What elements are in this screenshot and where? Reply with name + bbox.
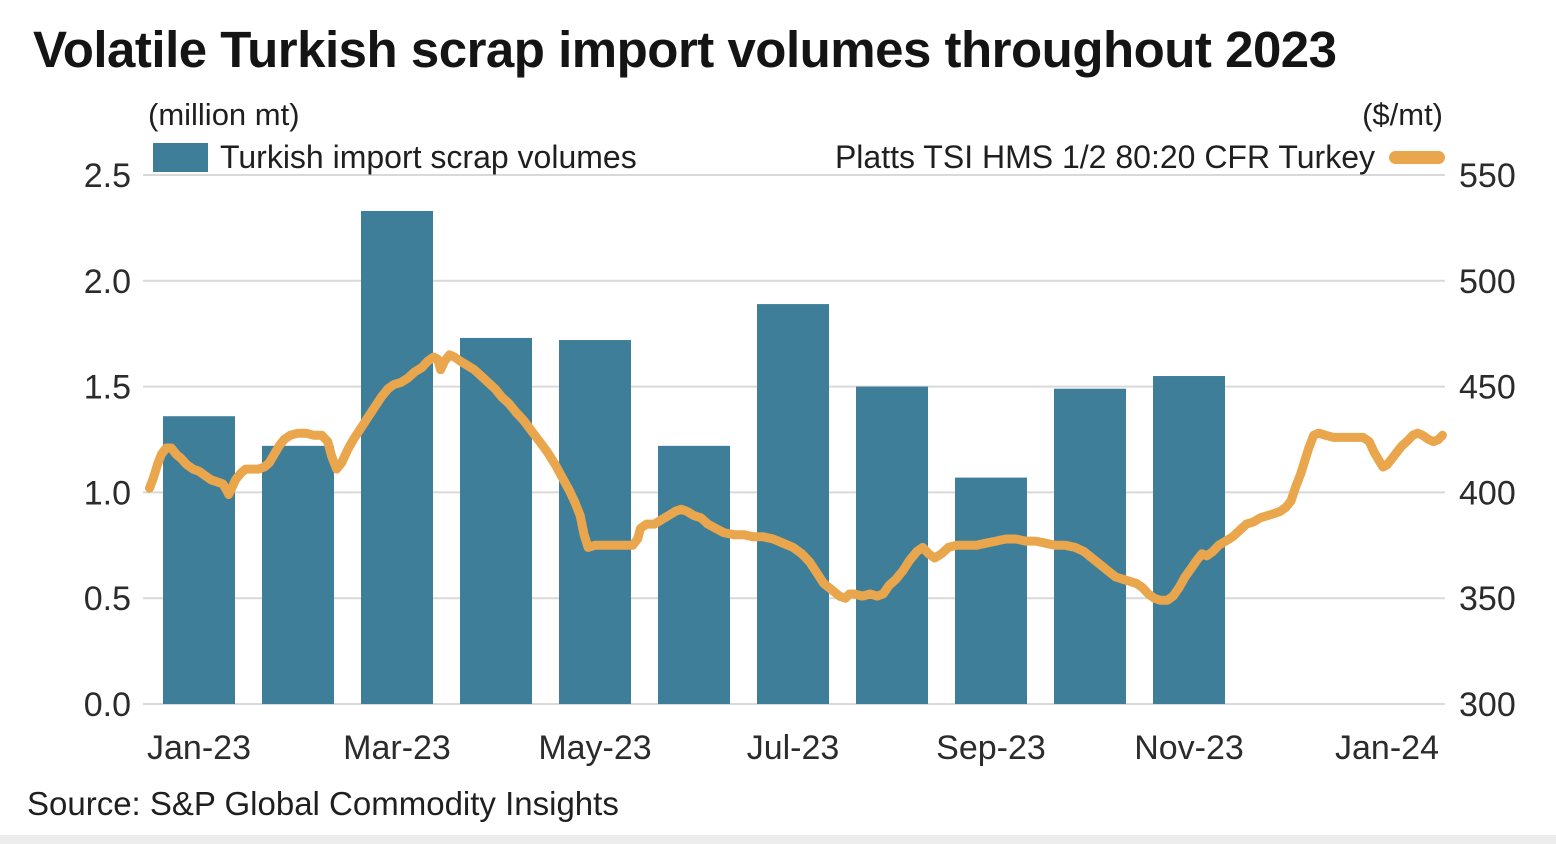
bar-series-label: Turkish import scrap volumes bbox=[220, 138, 637, 175]
y-left-tick-0.0: 0.0 bbox=[84, 686, 131, 724]
y-right-tick-300: 300 bbox=[1459, 686, 1516, 724]
x-tick-jul-23: Jul-23 bbox=[747, 729, 840, 767]
bar-apr-23 bbox=[460, 337, 532, 704]
bar-jun-23 bbox=[658, 445, 730, 704]
x-tick-jan-23: Jan-23 bbox=[147, 729, 251, 767]
bar-sep-23 bbox=[955, 477, 1027, 704]
x-tick-nov-23: Nov-23 bbox=[1134, 729, 1244, 767]
y-right-tick-550: 550 bbox=[1459, 157, 1516, 195]
bar-nov-23 bbox=[1153, 376, 1225, 704]
bar-jul-23 bbox=[757, 304, 829, 704]
y-left-tick-0.5: 0.5 bbox=[84, 580, 131, 618]
y-right-tick-450: 450 bbox=[1459, 369, 1516, 407]
line-series-label: Platts TSI HMS 1/2 80:20 CFR Turkey bbox=[834, 138, 1375, 175]
y-right-tick-350: 350 bbox=[1459, 580, 1516, 618]
x-tick-jan-24: Jan-24 bbox=[1335, 729, 1439, 767]
x-tick-may-23: May-23 bbox=[538, 729, 651, 767]
right-axis-unit: ($/mt) bbox=[1362, 97, 1443, 132]
y-left-tick-1.5: 1.5 bbox=[84, 369, 131, 407]
y-left-tick-2.0: 2.0 bbox=[84, 263, 131, 301]
x-tick-sep-23: Sep-23 bbox=[936, 729, 1046, 767]
y-right-tick-400: 400 bbox=[1459, 474, 1516, 512]
bar-feb-23 bbox=[262, 445, 334, 704]
legend-item-price: Platts TSI HMS 1/2 80:20 CFR Turkey bbox=[834, 138, 1445, 175]
y-left-tick-2.5: 2.5 bbox=[84, 157, 131, 195]
bar-series-swatch-icon bbox=[153, 142, 208, 172]
bar-aug-23 bbox=[856, 386, 928, 704]
line-series-swatch-icon bbox=[1389, 150, 1445, 164]
legend-item-volumes: Turkish import scrap volumes bbox=[153, 138, 637, 175]
bar-may-23 bbox=[559, 340, 631, 704]
x-tick-mar-23: Mar-23 bbox=[343, 729, 451, 767]
bar-mar-23 bbox=[361, 210, 433, 705]
chart-title: Volatile Turkish scrap import volumes th… bbox=[33, 21, 1337, 78]
y-left-tick-1.0: 1.0 bbox=[84, 474, 131, 512]
y-right-tick-500: 500 bbox=[1459, 263, 1516, 301]
left-axis-unit: (million mt) bbox=[148, 97, 300, 132]
bar-jan-23 bbox=[163, 416, 235, 704]
price-line bbox=[145, 350, 1447, 605]
source-note: Source: S&P Global Commodity Insights bbox=[27, 785, 619, 822]
footer-strip bbox=[0, 835, 1556, 844]
